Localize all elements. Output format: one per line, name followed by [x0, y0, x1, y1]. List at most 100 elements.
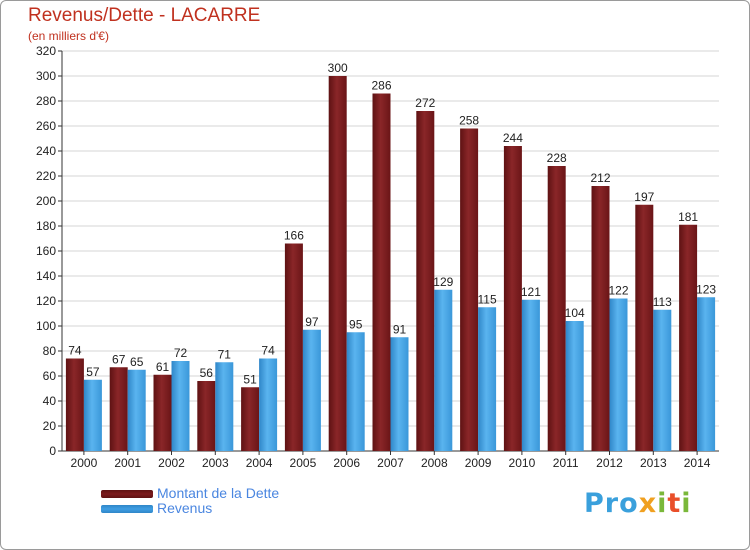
logo-letter: x [638, 488, 658, 519]
x-tick-label: 2000 [71, 456, 98, 470]
bar-revenue [521, 299, 540, 451]
x-tick-label: 2001 [114, 456, 141, 470]
legend-swatch-revenue [101, 504, 153, 513]
bar-revenue-label: 121 [521, 285, 541, 299]
legend-label-debt: Montant de la Dette [157, 485, 280, 501]
bar-revenue [653, 309, 672, 451]
y-tick-label: 20 [43, 419, 57, 433]
legend-label-revenue: Revenus [157, 500, 213, 516]
chart-subtitle: (en milliers d'€) [28, 29, 109, 43]
logo-letter: P [584, 488, 605, 519]
bar-revenue-label: 72 [174, 346, 188, 360]
bar-debt-label: 166 [284, 229, 304, 243]
logo-letter: i [681, 488, 692, 519]
bar-revenue [609, 298, 628, 451]
bar-revenue-label: 74 [261, 344, 275, 358]
bar-revenue [171, 361, 190, 451]
y-tick-label: 120 [36, 294, 56, 308]
bar-debt [241, 387, 260, 451]
logo-letter: r [604, 488, 620, 519]
proxiti-logo: Proxiti [584, 488, 692, 519]
bar-debt-label: 67 [112, 352, 126, 366]
bar-debt-label: 228 [547, 151, 567, 165]
bar-debt [372, 93, 391, 451]
y-tick-label: 240 [36, 144, 56, 158]
bar-revenue-label: 97 [305, 315, 319, 329]
chart-title: Revenus/Dette - LACARRE [28, 5, 261, 26]
bar-debt-label: 258 [459, 114, 479, 128]
bar-debt [328, 76, 347, 451]
x-tick-label: 2002 [158, 456, 185, 470]
bar-debt [503, 146, 522, 451]
logo-letter: i [657, 488, 668, 519]
x-tick-label: 2005 [290, 456, 317, 470]
bar-revenue-label: 95 [349, 317, 363, 331]
x-tick-label: 2008 [421, 456, 448, 470]
bar-revenue [478, 307, 497, 451]
legend: Montant de la Dette Revenus [101, 486, 279, 516]
logo-letter: o [619, 488, 639, 519]
y-tick-label: 300 [36, 69, 56, 83]
bar-revenue-label: 129 [433, 275, 453, 289]
bar-debt [284, 243, 303, 451]
bar-debt [460, 128, 479, 451]
y-tick-label: 80 [43, 344, 57, 358]
y-tick-label: 220 [36, 169, 56, 183]
bar-debt-label: 181 [678, 210, 698, 224]
x-tick-label: 2014 [684, 456, 711, 470]
bar-revenue [565, 321, 584, 451]
bar-debt-label: 212 [590, 171, 610, 185]
bar-debt [197, 381, 216, 451]
bar-revenue [697, 297, 716, 451]
legend-item-revenue: Revenus [101, 501, 279, 516]
bar-revenue-label: 122 [608, 284, 628, 298]
x-tick-label: 2013 [640, 456, 667, 470]
bar-revenue [215, 362, 234, 451]
bar-revenue-label: 91 [393, 322, 407, 336]
y-tick-label: 260 [36, 119, 56, 133]
y-tick-label: 0 [49, 444, 56, 458]
y-tick-label: 140 [36, 269, 56, 283]
y-tick-label: 200 [36, 194, 56, 208]
bar-debt [153, 374, 172, 451]
bar-debt [547, 166, 566, 451]
bar-revenue-label: 65 [130, 355, 144, 369]
bar-revenue [346, 332, 365, 451]
bar-debt-label: 244 [503, 131, 523, 145]
bar-debt-label: 300 [328, 61, 348, 75]
bar-revenue-label: 115 [478, 292, 497, 306]
y-tick-label: 40 [43, 394, 57, 408]
y-tick-label: 160 [36, 244, 56, 258]
legend-item-debt: Montant de la Dette [101, 486, 279, 501]
x-tick-label: 2011 [553, 456, 579, 470]
bar-debt-label: 197 [634, 190, 654, 204]
bar-revenue [83, 379, 102, 451]
legend-swatch-debt [101, 489, 153, 498]
bar-debt-label: 56 [200, 366, 214, 380]
x-tick-label: 2004 [246, 456, 273, 470]
bar-revenue-label: 113 [653, 295, 672, 309]
x-tick-label: 2003 [202, 456, 229, 470]
bar-debt [679, 224, 698, 451]
bar-revenue-label: 57 [86, 365, 100, 379]
bar-debt-label: 272 [415, 96, 435, 110]
y-tick-label: 320 [36, 44, 56, 58]
bar-revenue [434, 289, 453, 451]
bar-revenue [302, 329, 321, 451]
bar-debt [635, 204, 654, 451]
y-tick-label: 100 [36, 319, 56, 333]
bar-debt-label: 61 [156, 360, 170, 374]
bar-debt [109, 367, 128, 451]
bar-debt-label: 51 [243, 372, 257, 386]
x-tick-label: 2007 [377, 456, 404, 470]
bar-debt [416, 111, 435, 451]
bar-revenue-label: 71 [218, 347, 232, 361]
bar-revenue-label: 104 [565, 306, 585, 320]
y-tick-label: 180 [36, 219, 56, 233]
x-tick-label: 2012 [596, 456, 623, 470]
bar-debt-label: 74 [68, 344, 82, 358]
x-tick-label: 2006 [333, 456, 360, 470]
bar-revenue [259, 358, 278, 451]
